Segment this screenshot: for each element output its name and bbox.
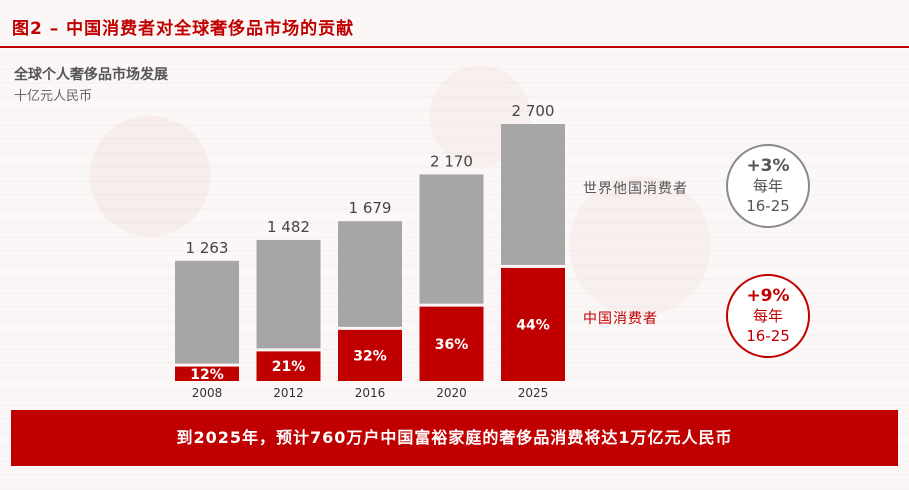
bar-china-2012 (256, 351, 321, 381)
bar-world-2025 (501, 124, 565, 265)
share-label-2008: 12% (190, 367, 224, 383)
share-label-2016: 32% (353, 348, 387, 364)
growth-badge-china: +9% 每年 16-25 (726, 274, 810, 358)
growth-rate-world: +3% (746, 156, 790, 176)
total-label-2016: 1 679 (349, 199, 392, 217)
bar-world-2012 (256, 239, 321, 349)
share-label-2020: 36% (435, 337, 469, 353)
legend-china-consumers: 中国消费者 (583, 311, 658, 327)
share-label-2012: 21% (272, 359, 306, 375)
total-label-2008: 1 263 (186, 239, 229, 257)
x-tick-label-2012: 2012 (273, 386, 304, 400)
bar-world-2020 (419, 174, 484, 304)
bar-china-2025 (501, 267, 565, 381)
title-divider (0, 46, 909, 48)
growth-badge-world: +3% 每年 16-25 (726, 144, 810, 228)
bar-china-2016 (338, 329, 402, 381)
summary-banner: 到2025年，预计760万户中国富裕家庭的奢侈品消费将达1万亿元人民币 (11, 410, 898, 466)
bar-world-2016 (338, 221, 402, 327)
total-label-2020: 2 170 (430, 152, 473, 170)
bar-world-2008 (175, 260, 239, 364)
growth-per-china: 每年 (752, 307, 783, 325)
growth-per-world: 每年 (752, 177, 783, 195)
total-label-2025: 2 700 (512, 102, 555, 120)
bar-chart: 1 263 12% 2008 1 482 21% 2012 1 679 32% 2016 2 17… (175, 102, 565, 400)
x-tick-label-2016: 2016 (355, 386, 386, 400)
bar-china-2008 (175, 366, 239, 381)
x-tick-label-2008: 2008 (192, 386, 223, 400)
total-label-2012: 1 482 (267, 218, 310, 236)
legend-world-consumers: 世界他国消费者 (583, 181, 688, 197)
growth-rate-china: +9% (746, 286, 790, 306)
growth-period-china: 16-25 (746, 327, 790, 345)
x-tick-label-2020: 2020 (436, 386, 467, 400)
page-title: 图2 – 中国消费者对全球奢侈品市场的贡献 (12, 19, 355, 39)
share-label-2025: 44% (516, 317, 550, 333)
chart-unit: 十亿元人民币 (14, 89, 93, 104)
chart-title: 全球个人奢侈品市场发展 (14, 67, 168, 83)
x-tick-label-2025: 2025 (518, 386, 549, 400)
growth-period-world: 16-25 (746, 197, 790, 215)
bar-china-2020 (419, 306, 484, 381)
